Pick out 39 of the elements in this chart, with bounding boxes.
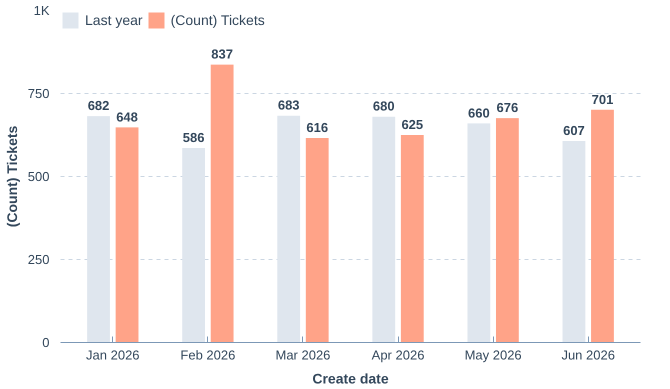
y-tick-label: 500 bbox=[28, 169, 50, 184]
bar bbox=[116, 127, 138, 342]
x-tick-label: Feb 2026 bbox=[180, 348, 236, 362]
y-tick-label: 750 bbox=[28, 86, 50, 101]
x-tick-label: Jun 2026 bbox=[561, 348, 615, 362]
data-label: 676 bbox=[496, 100, 518, 116]
y-tick-label: 1K bbox=[34, 3, 50, 18]
legend-label: (Count) Tickets bbox=[170, 12, 265, 28]
x-axis-title: Create date bbox=[312, 370, 389, 386]
bar bbox=[210, 64, 234, 342]
data-label: 648 bbox=[116, 109, 138, 124]
data-label: 701 bbox=[592, 92, 614, 107]
x-tick-label: Jan 2026 bbox=[86, 348, 140, 362]
data-label: 683 bbox=[278, 98, 300, 113]
bar bbox=[496, 118, 519, 342]
data-label: 586 bbox=[182, 130, 204, 145]
x-tick-label: May 2026 bbox=[464, 348, 522, 362]
bar bbox=[372, 116, 396, 342]
y-tick-label: 250 bbox=[28, 252, 50, 267]
data-label: 616 bbox=[306, 120, 328, 135]
bar bbox=[277, 116, 300, 342]
bar bbox=[591, 110, 614, 342]
y-axis-title: (Count) Tickets bbox=[4, 125, 20, 228]
x-tick-label: Apr 2026 bbox=[372, 348, 424, 362]
data-label: 837 bbox=[211, 46, 233, 62]
bar bbox=[182, 148, 206, 342]
legend-label: Last year bbox=[85, 12, 143, 28]
bar bbox=[467, 123, 490, 342]
data-label: 682 bbox=[88, 98, 110, 114]
bar bbox=[562, 140, 586, 342]
bar bbox=[306, 138, 329, 342]
y-tick-label: 0 bbox=[42, 335, 50, 350]
bar bbox=[400, 135, 424, 342]
data-label: 680 bbox=[372, 98, 395, 114]
data-label: 625 bbox=[401, 117, 424, 132]
data-label: 660 bbox=[468, 105, 490, 120]
data-label: 607 bbox=[563, 122, 585, 138]
x-tick-label: Mar 2026 bbox=[276, 348, 330, 362]
bar bbox=[87, 116, 110, 342]
